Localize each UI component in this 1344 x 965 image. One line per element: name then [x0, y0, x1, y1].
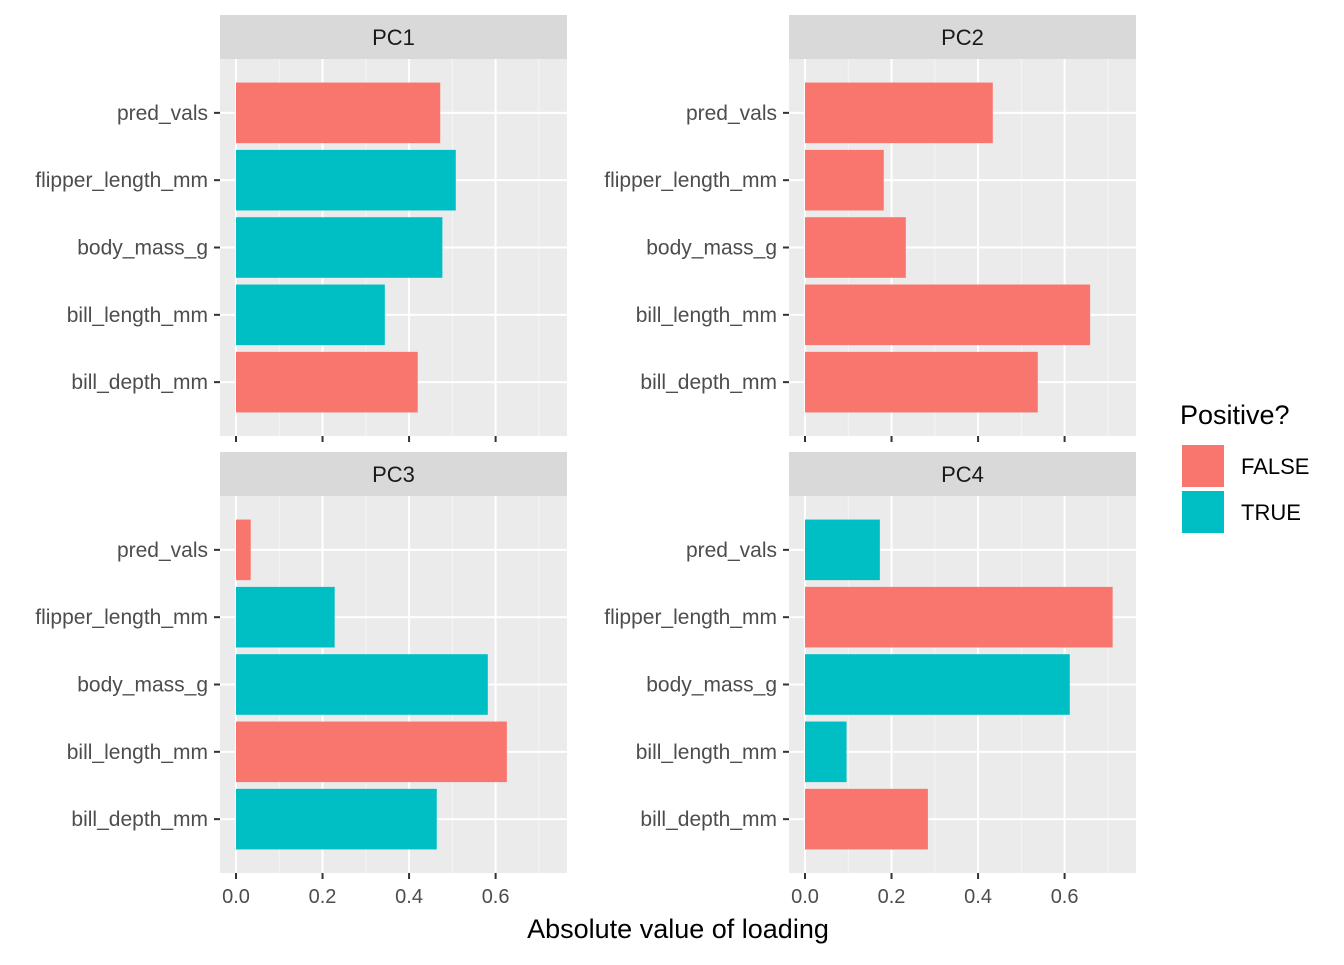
bar-body-mass-g	[236, 654, 488, 715]
panel-title: PC1	[372, 25, 415, 50]
bar-bill-length-mm	[236, 721, 507, 783]
panel-pc4: PC4 pred_vals flipper_length_mm body_mass_g…	[604, 452, 1136, 908]
bar-bill-length-mm	[236, 284, 385, 346]
panel-title: PC3	[372, 462, 415, 487]
panel-strip	[220, 452, 567, 496]
legend-label-true: TRUE	[1241, 500, 1301, 525]
category-label: flipper_length_mm	[604, 606, 777, 629]
x-tick-label: 0.6	[482, 886, 510, 908]
bar-bill-length-mm	[805, 721, 847, 783]
category-label: pred_vals	[117, 102, 208, 125]
category-label: flipper_length_mm	[35, 606, 208, 629]
category-label: pred_vals	[686, 102, 777, 125]
category-label: bill_length_mm	[636, 741, 777, 764]
bar-bill-depth-mm	[805, 351, 1038, 413]
bar-body-mass-g	[236, 217, 443, 278]
panel-strip	[789, 15, 1136, 59]
panel-strip	[789, 452, 1136, 496]
bar-flipper-length-mm	[805, 586, 1113, 648]
category-label: bill_depth_mm	[640, 371, 777, 394]
panel-strip	[220, 15, 567, 59]
category-label: flipper_length_mm	[35, 169, 208, 192]
category-label: bill_length_mm	[67, 741, 208, 764]
x-tick-label: 0.2	[309, 886, 337, 908]
bar-flipper-length-mm	[236, 149, 456, 211]
bar-bill-depth-mm	[236, 351, 418, 413]
category-label: bill_depth_mm	[71, 371, 208, 394]
legend-swatch-true	[1182, 491, 1224, 533]
panels-layer: PC1 pred_vals flipper_length_mm body_mass_g…	[35, 15, 1136, 908]
bar-pred-vals	[236, 82, 441, 144]
bar-bill-depth-mm	[236, 788, 437, 850]
bar-pred-vals	[236, 519, 251, 581]
category-label: body_mass_g	[77, 237, 208, 260]
category-label: bill_depth_mm	[640, 808, 777, 831]
bar-pred-vals	[805, 519, 880, 581]
category-label: pred_vals	[686, 539, 777, 562]
panel-title: PC2	[941, 25, 984, 50]
bar-flipper-length-mm	[236, 586, 335, 648]
category-label: body_mass_g	[77, 674, 208, 697]
category-label: bill_length_mm	[636, 304, 777, 327]
x-tick-label: 0.4	[964, 886, 992, 908]
x-axis-title: Absolute value of loading	[527, 914, 829, 944]
legend-title: Positive?	[1180, 400, 1290, 430]
category-label: body_mass_g	[646, 674, 777, 697]
panel-pc3: PC3 pred_vals flipper_length_mm body_mass_g…	[35, 452, 567, 908]
category-label: pred_vals	[117, 539, 208, 562]
x-tick-label: 0.2	[878, 886, 906, 908]
bar-bill-length-mm	[805, 284, 1091, 346]
bar-body-mass-g	[805, 654, 1070, 715]
bar-bill-depth-mm	[805, 788, 928, 850]
panel-pc2: PC2 pred_vals flipper_length_mm body_mass_g…	[604, 15, 1136, 442]
category-label: flipper_length_mm	[604, 169, 777, 192]
x-tick-label: 0.4	[395, 886, 423, 908]
panel-pc1: PC1 pred_vals flipper_length_mm body_mass_g…	[35, 15, 567, 442]
x-tick-label: 0.0	[222, 886, 250, 908]
bar-pred-vals	[805, 82, 993, 144]
panel-title: PC4	[941, 462, 984, 487]
category-label: body_mass_g	[646, 237, 777, 260]
bar-flipper-length-mm	[805, 149, 884, 211]
category-label: bill_length_mm	[67, 304, 208, 327]
legend: Positive? FALSE TRUE	[1180, 400, 1309, 535]
bar-body-mass-g	[805, 217, 906, 278]
category-label: bill_depth_mm	[71, 808, 208, 831]
legend-label-false: FALSE	[1241, 454, 1309, 479]
legend-swatch-false	[1182, 445, 1224, 487]
x-tick-label: 0.6	[1051, 886, 1079, 908]
x-tick-label: 0.0	[791, 886, 819, 908]
